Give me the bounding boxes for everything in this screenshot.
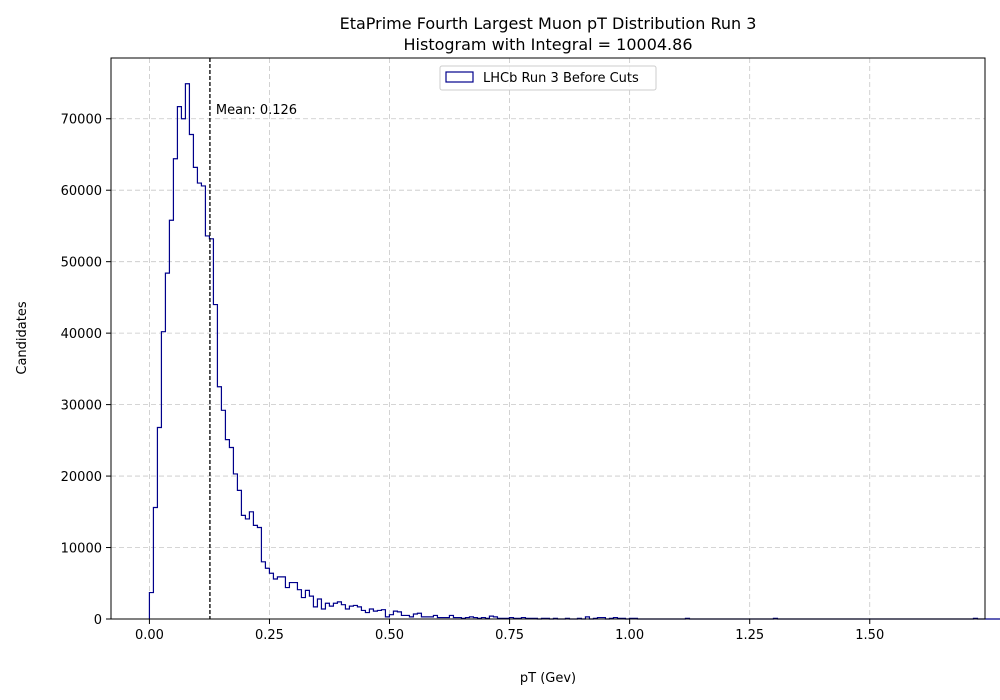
legend: LHCb Run 3 Before Cuts [439,65,657,91]
y-axis-label: Candidates [15,301,30,374]
x-tick-label: 0.00 [135,628,164,643]
plot-area [111,58,985,619]
x-axis-ticks: 0.00 0.25 0.50 0.75 1.00 1.25 1.50 [135,619,884,643]
legend-swatch [445,71,474,83]
x-tick-label: 0.75 [495,628,524,643]
x-tick-label: 1.00 [615,628,644,643]
y-tick-label: 70000 [61,113,102,128]
x-tick-label: 0.50 [375,628,404,643]
y-tick-label: 50000 [61,256,102,271]
y-tick-label: 10000 [61,542,102,557]
x-tick-label: 1.50 [855,628,884,643]
y-tick-label: 0 [94,613,102,628]
plot-border [110,57,986,620]
y-tick-label: 60000 [61,184,102,199]
y-tick-label: 40000 [61,327,102,342]
x-axis-label: pT (Gev) [520,671,576,686]
legend-box [439,65,657,91]
mean-label: Mean: 0.126 [216,103,297,118]
x-tick-label: 1.25 [735,628,764,643]
x-tick-label: 0.25 [255,628,284,643]
chart-title: EtaPrime Fourth Largest Muon pT Distribu… [340,14,757,33]
y-axis-ticks: 0 10000 20000 30000 40000 50000 60000 70000 [61,113,111,628]
mean-marker: Mean: 0.126 [209,58,297,619]
y-tick-label: 30000 [61,399,102,414]
chart-subtitle: Histogram with Integral = 10004.86 [404,35,693,54]
legend-entry: LHCb Run 3 Before Cuts [483,71,639,86]
y-tick-label: 20000 [61,470,102,485]
